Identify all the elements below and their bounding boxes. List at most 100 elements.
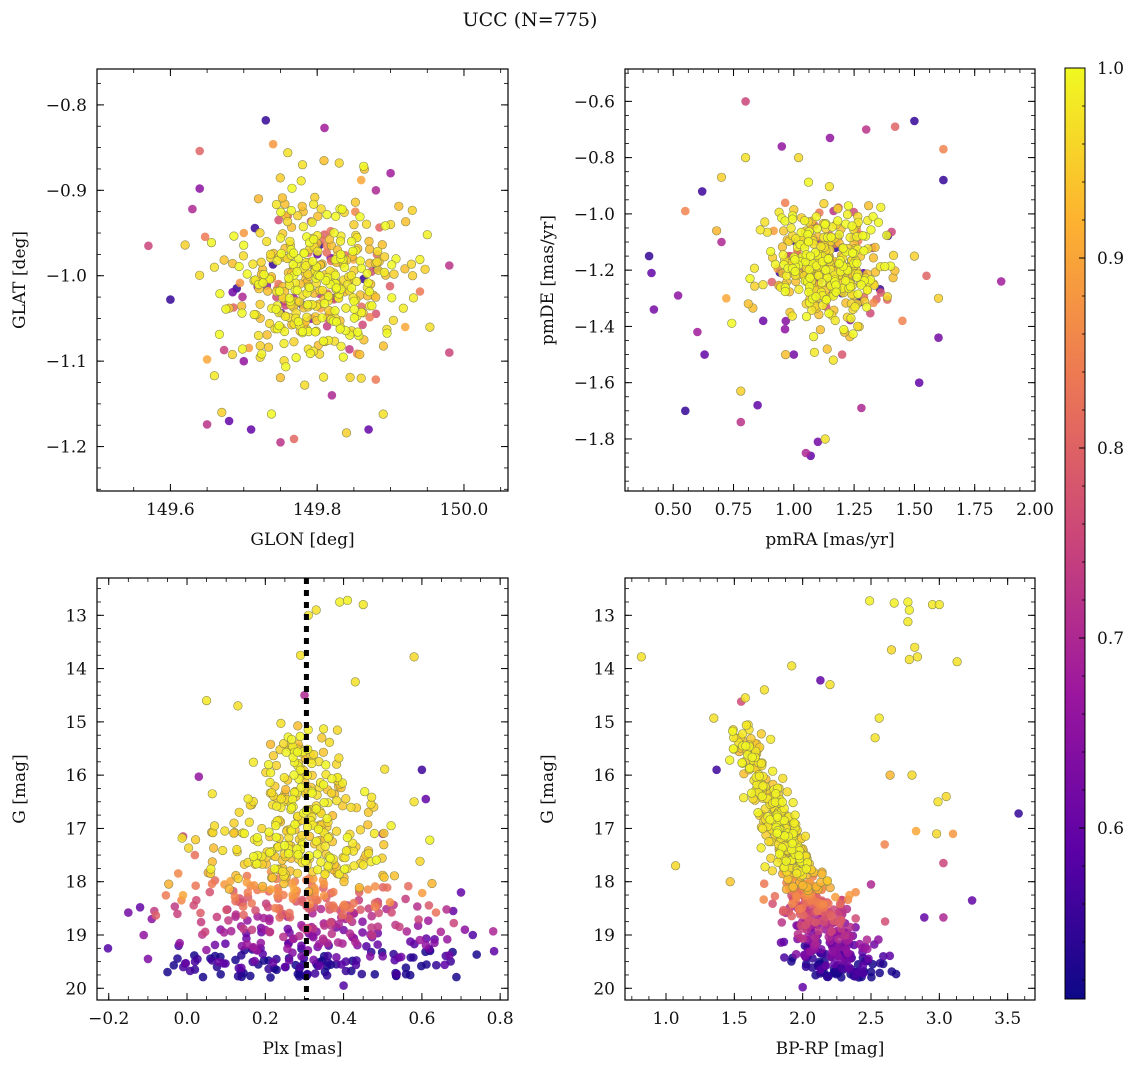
data-point — [339, 981, 348, 990]
data-point — [740, 693, 750, 703]
data-point — [295, 970, 305, 979]
data-point — [933, 293, 944, 303]
data-point — [257, 823, 267, 834]
data-point — [815, 325, 826, 335]
data-point — [722, 294, 731, 303]
data-point — [200, 927, 210, 937]
data-point — [274, 215, 283, 225]
y-tick-label: −1.0 — [574, 205, 615, 225]
data-point — [279, 738, 289, 749]
data-point — [898, 316, 907, 326]
figure-title: UCC (N=775) — [463, 9, 598, 31]
data-point — [332, 953, 341, 962]
data-point — [325, 853, 335, 863]
data-point — [741, 97, 750, 106]
data-point — [337, 204, 347, 214]
data-point — [774, 849, 785, 859]
colorbar-gradient — [1064, 67, 1086, 1000]
data-point — [836, 915, 845, 924]
data-point — [431, 908, 441, 917]
data-point — [809, 347, 820, 358]
data-point — [826, 232, 836, 242]
data-point — [910, 116, 919, 126]
data-point — [239, 924, 248, 934]
y-tick-label: −1.6 — [574, 374, 615, 394]
data-point — [312, 849, 323, 859]
data-point — [776, 938, 786, 947]
data-point — [358, 320, 367, 330]
y-tick-label: −1.0 — [46, 267, 87, 287]
colorbar-tick-label: 0.7 — [1097, 629, 1124, 649]
data-point — [400, 264, 410, 274]
data-point — [395, 922, 404, 932]
data-point — [192, 895, 201, 905]
data-point — [779, 905, 788, 915]
data-point — [320, 921, 329, 930]
data-point — [810, 933, 820, 942]
data-point — [320, 841, 330, 851]
data-point — [864, 596, 875, 606]
data-point — [124, 908, 133, 917]
data-point — [173, 869, 183, 878]
data-point — [889, 598, 899, 608]
data-point — [880, 840, 889, 849]
data-point — [212, 912, 222, 922]
data-point — [851, 914, 860, 923]
y-tick-label: 13 — [593, 606, 615, 626]
data-point — [853, 321, 863, 331]
data-point — [791, 949, 801, 959]
data-point — [352, 276, 362, 287]
data-point — [406, 953, 416, 962]
x-tick-label: 3.5 — [994, 1009, 1021, 1029]
y-tick-label: 19 — [593, 926, 615, 946]
data-point — [833, 204, 843, 214]
data-point — [206, 238, 217, 248]
data-point — [445, 951, 454, 960]
data-point — [396, 952, 406, 962]
x-tick-label: 149.6 — [146, 500, 195, 520]
data-point — [790, 810, 800, 820]
data-point — [863, 944, 872, 954]
data-point — [432, 960, 441, 970]
data-point — [363, 885, 373, 894]
data-point — [801, 920, 811, 930]
data-point — [238, 251, 248, 261]
data-point — [265, 847, 275, 858]
data-point — [224, 916, 233, 925]
data-point — [289, 337, 299, 347]
data-point — [302, 312, 312, 322]
data-point — [749, 263, 760, 273]
data-point — [163, 967, 172, 977]
data-point — [833, 216, 843, 226]
x-tick-label: 0.50 — [654, 500, 692, 520]
data-point — [840, 276, 851, 286]
data-point — [178, 890, 188, 900]
data-point — [349, 304, 359, 314]
data-point — [777, 797, 787, 807]
data-point — [408, 293, 419, 303]
data-point — [209, 262, 219, 272]
data-point — [239, 910, 248, 920]
data-point — [875, 958, 885, 968]
data-point — [291, 353, 301, 363]
data-point — [364, 287, 375, 297]
data-point — [364, 425, 373, 434]
panel-glon-glat: 149.6 149.8 150.0 −1.2 −1.1 −1.0 −0.9 −0.8 GLON … — [10, 68, 509, 550]
data-point — [228, 287, 237, 297]
data-point — [841, 945, 850, 954]
data-point — [838, 964, 847, 973]
data-point — [367, 301, 377, 311]
data-point — [890, 122, 900, 131]
data-point — [882, 230, 892, 240]
data-point — [276, 207, 286, 217]
data-point — [378, 409, 388, 419]
data-point — [276, 438, 285, 447]
data-point — [262, 330, 272, 340]
data-point — [811, 918, 820, 927]
data-point — [907, 770, 917, 780]
data-point — [821, 265, 831, 275]
data-point — [319, 156, 329, 166]
data-point — [379, 828, 389, 838]
y-axis-label: GLAT [deg] — [10, 231, 30, 329]
data-point — [760, 862, 770, 872]
